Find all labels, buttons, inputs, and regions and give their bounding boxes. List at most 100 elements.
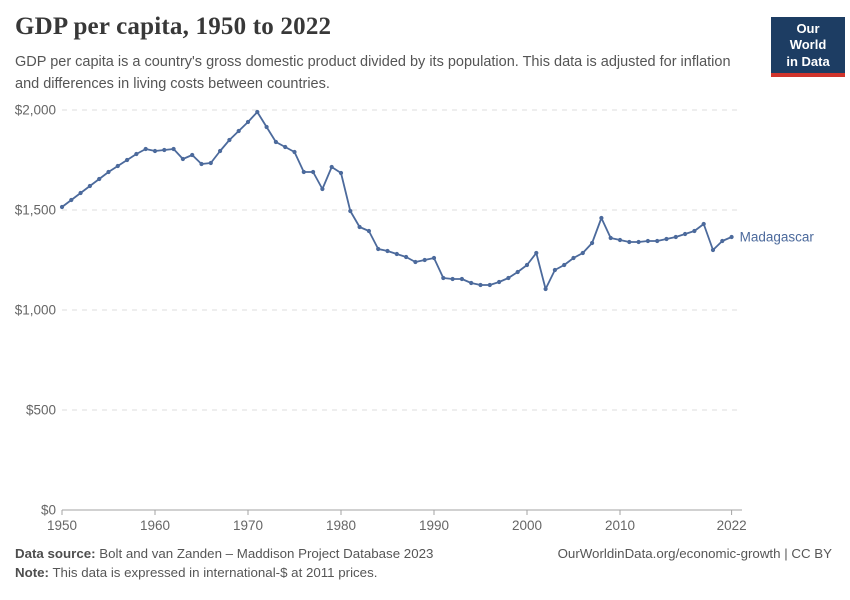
data-source-text: Bolt and van Zanden – Maddison Project D… <box>95 546 434 561</box>
data-point-marker <box>348 208 353 214</box>
x-axis-tick-label: 1980 <box>326 518 356 533</box>
data-point-marker <box>69 197 74 203</box>
data-point-marker <box>441 275 446 281</box>
data-point-marker <box>143 146 148 152</box>
data-point-marker <box>311 169 316 175</box>
data-point-marker <box>115 163 120 169</box>
data-point-marker <box>487 282 492 288</box>
x-axis-tick-label: 1960 <box>140 518 170 533</box>
data-point-marker <box>655 238 660 244</box>
owid-license-link[interactable]: OurWorldinData.org/economic-growth | CC … <box>557 546 832 561</box>
data-point-marker <box>627 239 632 245</box>
data-point-marker <box>524 262 530 268</box>
data-point-marker <box>636 239 641 245</box>
data-point-marker <box>199 161 204 167</box>
data-point-marker <box>283 144 288 150</box>
data-point-marker <box>180 156 185 162</box>
data-point-marker <box>227 137 232 143</box>
data-point-marker <box>357 224 362 230</box>
data-point-marker <box>515 269 520 275</box>
data-point-marker <box>59 204 65 210</box>
data-point-marker <box>543 286 548 292</box>
data-point-marker <box>106 169 111 175</box>
y-axis-tick-label: $500 <box>26 403 56 418</box>
entity-label: Madagascar <box>740 230 815 245</box>
x-axis-tick-label: 1990 <box>419 518 449 533</box>
data-point-marker <box>208 160 213 166</box>
line-chart-canvas: $0 $500 $1,000 $1,500 $2,000 1950 1960 1970 1980… <box>15 103 815 534</box>
data-point-marker <box>664 236 669 242</box>
data-point-marker <box>692 228 697 234</box>
data-point-marker <box>683 231 688 237</box>
data-point-marker <box>125 157 130 163</box>
data-point-marker <box>404 254 409 260</box>
data-point-marker <box>431 255 437 261</box>
data-point-marker <box>320 186 325 192</box>
y-axis-tick-label: $2,000 <box>15 103 56 118</box>
logo-line-1: Our World <box>789 21 827 53</box>
note-label: Note: <box>15 565 49 580</box>
data-point-marker <box>376 246 381 252</box>
data-point-marker <box>134 151 139 157</box>
data-point-marker <box>245 119 251 125</box>
data-point-marker <box>506 275 511 281</box>
x-axis-tick-label: 2010 <box>605 518 635 533</box>
data-point-marker <box>720 238 725 244</box>
data-point-marker <box>469 280 474 286</box>
data-point-marker <box>152 148 158 154</box>
data-point-marker <box>645 238 651 244</box>
data-point-marker <box>729 234 734 240</box>
y-axis-tick-label: $1,500 <box>15 203 56 218</box>
x-axis-tick-label: 2000 <box>512 518 542 533</box>
data-point-marker <box>190 152 195 158</box>
data-point-marker <box>162 147 167 153</box>
gdp-line-series <box>61 111 733 290</box>
note: Note: This data is expressed in internat… <box>15 565 433 580</box>
data-point-marker <box>87 183 92 189</box>
data-point-marker <box>366 228 371 234</box>
data-point-marker <box>608 235 613 241</box>
data-point-marker <box>264 124 269 130</box>
data-point-marker <box>329 164 334 170</box>
data-point-marker <box>599 215 604 221</box>
data-point-marker <box>273 139 278 145</box>
data-point-marker <box>478 282 483 288</box>
x-axis-tick-label: 2022 <box>717 518 747 533</box>
data-point-marker <box>385 248 390 254</box>
page-title: GDP per capita, 1950 to 2022 <box>15 13 332 40</box>
data-point-marker <box>422 257 427 263</box>
data-point-marker <box>218 148 223 154</box>
data-point-marker <box>701 221 706 227</box>
logo-line-2: in Data <box>786 53 830 69</box>
y-axis-tick-label: $0 <box>41 503 56 518</box>
data-point-marker <box>534 250 539 256</box>
owid-logo: Our World in Data <box>771 17 845 77</box>
data-source: Data source: Bolt and van Zanden – Maddi… <box>15 546 433 561</box>
data-point-marker <box>552 267 558 273</box>
data-point-marker <box>236 128 241 134</box>
footer-left: Data source: Bolt and van Zanden – Maddi… <box>15 546 433 584</box>
data-point-marker <box>171 146 176 152</box>
data-point-marker <box>255 109 260 115</box>
data-point-marker <box>338 170 344 176</box>
data-point-marker <box>710 247 716 253</box>
data-point-marker <box>450 276 455 282</box>
data-point-marker <box>292 149 297 155</box>
data-point-marker <box>97 176 102 182</box>
chart-footer: Data source: Bolt and van Zanden – Maddi… <box>15 546 832 584</box>
data-point-marker <box>459 276 464 282</box>
data-point-marker <box>673 234 678 240</box>
data-point-marker <box>78 190 83 196</box>
data-point-marker <box>497 279 502 285</box>
x-axis-tick-label: 1950 <box>47 518 77 533</box>
data-point-marker <box>571 255 576 261</box>
x-axis-tick-label: 1970 <box>233 518 263 533</box>
data-source-label: Data source: <box>15 546 96 561</box>
y-axis-tick-label: $1,000 <box>15 303 56 318</box>
data-point-marker <box>413 259 418 265</box>
data-point-marker <box>617 237 623 243</box>
data-point-marker <box>562 262 567 268</box>
chart-subtitle: GDP per capita is a country's gross dome… <box>15 54 731 93</box>
data-point-marker <box>394 251 399 257</box>
